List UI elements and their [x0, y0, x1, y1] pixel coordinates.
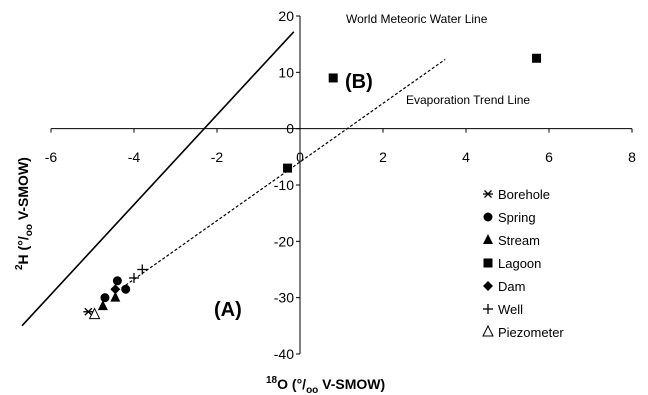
x-axis-label: 18O (°/oo V-SMOW) — [266, 375, 385, 395]
legend-item-stream: Stream — [483, 233, 540, 248]
point-piezometer — [88, 307, 101, 320]
x-tick-label: 6 — [545, 149, 553, 165]
x-tick-label: 4 — [462, 149, 470, 165]
legend-marker-borehole — [483, 190, 493, 198]
evaporation-line-label: Evaporation Trend Line — [406, 93, 530, 107]
point-stream — [97, 300, 108, 311]
legend-marker-stream — [483, 234, 493, 244]
legend: Borehole Spring Stream Lagoon Dam Well Piezome… — [482, 187, 564, 340]
y-tick-label: -40 — [274, 346, 294, 362]
legend-marker-piezometer — [482, 324, 494, 337]
region-b-label: (B) — [345, 71, 373, 93]
legend-marker-dam — [483, 281, 493, 291]
y-tick-label: -20 — [274, 233, 294, 249]
x-label-tail: V-SMOW) — [318, 376, 385, 392]
trend-lines — [21, 31, 446, 327]
point-spring — [121, 284, 131, 294]
legend-label: Lagoon — [498, 256, 541, 271]
y-tick-label: 20 — [278, 8, 294, 24]
legend-label: Spring — [498, 210, 536, 225]
legend-label: Well — [498, 302, 523, 317]
x-label-main: O (°/ — [277, 376, 306, 392]
y-label-sup: 2 — [14, 264, 25, 270]
meteoric-water-line — [21, 31, 295, 327]
legend-item-spring: Spring — [483, 210, 536, 225]
point-lagoon — [283, 163, 293, 173]
wmwl-label: World Meteoric Water Line — [346, 12, 488, 26]
y-ticks: 20 10 0 -10 -20 -30 -40 — [274, 8, 300, 362]
x-tick-label: 2 — [379, 149, 387, 165]
legend-label: Dam — [498, 279, 525, 294]
legend-item-lagoon: Lagoon — [483, 256, 541, 271]
point-dam — [110, 284, 121, 295]
legend-item-dam: Dam — [483, 279, 525, 294]
region-a-label: (A) — [214, 299, 242, 321]
point-borehole — [83, 307, 94, 316]
y-tick-label: -10 — [274, 177, 294, 193]
y-tick-label: 10 — [278, 64, 294, 80]
point-well — [137, 264, 148, 275]
legend-marker-spring — [483, 212, 493, 222]
legend-label: Stream — [498, 233, 540, 248]
point-lagoon — [328, 73, 338, 83]
y-label-main: H (°/ — [15, 236, 31, 264]
legend-marker-lagoon — [483, 258, 493, 268]
legend-label: Piezometer — [498, 325, 564, 340]
evaporation-trend-line — [121, 58, 446, 289]
point-well — [129, 272, 139, 283]
y-label-tail: V-SMOW) — [15, 157, 31, 224]
x-tick-label: -6 — [45, 149, 58, 165]
point-spring — [100, 293, 110, 303]
point-stream — [110, 291, 121, 302]
x-tick-label: 0 — [296, 149, 304, 165]
legend-marker-well — [483, 304, 493, 314]
legend-item-well: Well — [483, 302, 523, 317]
legend-label: Borehole — [498, 187, 550, 202]
x-label-sub: oo — [306, 385, 318, 395]
point-lagoon — [532, 53, 542, 63]
legend-item-borehole: Borehole — [483, 187, 550, 202]
legend-item-piezometer: Piezometer — [482, 324, 564, 340]
y-label-sub: oo — [24, 224, 35, 236]
data-points — [83, 53, 542, 320]
x-tick-label: 8 — [628, 149, 636, 165]
y-axis-label: 2H (°/oo V-SMOW) — [14, 157, 35, 270]
point-spring — [112, 276, 122, 286]
y-tick-label: 0 — [286, 121, 294, 137]
x-tick-label: -2 — [211, 149, 224, 165]
x-tick-label: -4 — [128, 149, 141, 165]
x-ticks: -6 -4 -2 0 2 4 6 8 — [45, 128, 636, 165]
svg-text:2H (°/oo V-SMOW): 2H (°/oo V-SMOW) — [14, 157, 35, 270]
x-label-sup: 18 — [266, 375, 278, 386]
y-tick-label: -30 — [274, 290, 294, 306]
axes — [51, 16, 632, 354]
